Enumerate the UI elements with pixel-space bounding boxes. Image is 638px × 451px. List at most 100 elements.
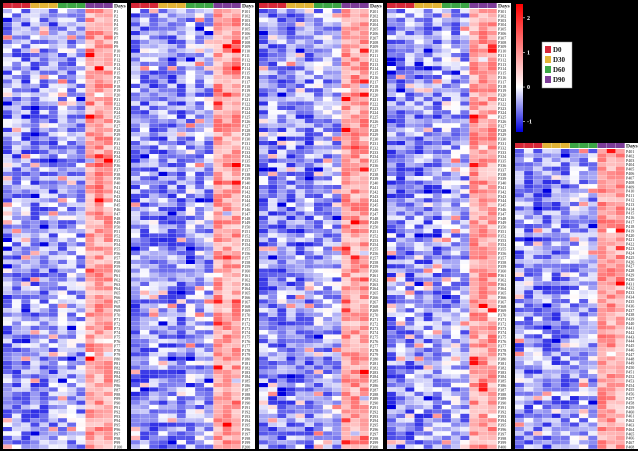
heatmap-cell <box>451 193 461 198</box>
heatmap-cell <box>76 70 86 75</box>
heatmap-cell <box>167 295 177 300</box>
heatmap-cell <box>231 207 241 212</box>
heatmap-cell <box>332 17 342 22</box>
heatmap-cell <box>469 171 479 176</box>
heatmap-cell <box>3 413 12 418</box>
heatmap-cell <box>58 220 67 225</box>
heatmap-cell <box>286 176 296 181</box>
heatmap-cell <box>341 264 351 269</box>
heatmap-cell <box>323 435 333 440</box>
row-label: P211 <box>370 53 378 58</box>
heatmap-cell <box>94 44 104 49</box>
row-label: P104 <box>242 22 250 27</box>
heatmap-cell <box>85 145 95 150</box>
heatmap-cell <box>21 365 31 370</box>
heatmap-cell <box>48 114 58 119</box>
heatmap-cell <box>85 26 95 31</box>
heatmap-cell <box>487 88 497 93</box>
heatmap-cell <box>204 431 214 436</box>
heatmap-cell <box>140 378 150 383</box>
heatmap-cell <box>478 17 488 22</box>
heatmap-cell <box>67 440 77 445</box>
heatmap-cell <box>451 237 461 242</box>
heatmap-cell <box>231 422 241 427</box>
heatmap-cell <box>304 39 314 44</box>
heatmap-cell <box>39 17 49 22</box>
heatmap-cell <box>442 347 451 352</box>
heatmap-cell <box>432 149 442 154</box>
heatmap-cell <box>176 299 186 304</box>
heatmap-cell <box>186 299 195 304</box>
heatmap-cell <box>432 83 442 88</box>
heatmap-cell <box>39 22 49 27</box>
row-label: P46 <box>114 207 120 212</box>
heatmap-cell <box>332 92 342 97</box>
heatmap-cell <box>231 176 241 181</box>
heatmap-cell <box>94 110 104 115</box>
heatmap-cell <box>12 149 22 154</box>
heatmap-cell <box>405 44 415 49</box>
heatmap-cell <box>186 39 195 44</box>
heatmap-cell <box>39 347 49 352</box>
heatmap-cell <box>3 158 12 163</box>
heatmap-cell <box>295 268 305 273</box>
heatmap-cell <box>478 224 488 229</box>
heatmap-cell <box>48 374 58 379</box>
heatmap-cell <box>94 431 104 436</box>
heatmap-cell <box>396 343 406 348</box>
row-label: P311 <box>498 53 506 58</box>
heatmap-cell <box>350 369 360 374</box>
heatmap-cell <box>12 246 22 251</box>
heatmap-cell <box>314 312 323 317</box>
heatmap-cell <box>323 356 333 361</box>
heatmap-cell <box>359 400 369 405</box>
heatmap-cell <box>140 361 150 366</box>
heatmap-cell <box>85 207 95 212</box>
heatmap-cell <box>387 114 396 119</box>
heatmap-cell <box>76 39 86 44</box>
heatmap-cell <box>186 259 195 264</box>
heatmap-cell <box>259 180 268 185</box>
heatmap-cell <box>277 105 287 110</box>
heatmap-cell <box>295 75 305 80</box>
heatmap-cell <box>149 246 159 251</box>
heatmap-cell <box>204 343 214 348</box>
heatmap-cell <box>167 246 177 251</box>
heatmap-cell <box>268 259 278 264</box>
row-label: P369 <box>498 308 506 313</box>
heatmap-cell <box>323 334 333 339</box>
heatmap-cell <box>158 39 168 44</box>
heatmap-cell <box>286 303 296 308</box>
heatmap-cell <box>195 132 205 137</box>
heatmap-cell <box>3 334 12 339</box>
heatmap-cell <box>76 13 86 18</box>
heatmap-cell <box>332 167 342 172</box>
row-label: P356 <box>498 251 506 256</box>
heatmap-cell <box>48 418 58 423</box>
heatmap-cell <box>323 286 333 291</box>
heatmap-cell <box>94 251 104 256</box>
heatmap-cell <box>167 31 177 36</box>
heatmap-cell <box>460 207 470 212</box>
heatmap-cell <box>432 136 442 141</box>
heatmap-cell <box>387 44 396 49</box>
heatmap-cell <box>76 259 86 264</box>
heatmap-cell <box>323 330 333 335</box>
heatmap-cell <box>85 17 95 22</box>
heatmap-cell <box>442 180 451 185</box>
heatmap-cell <box>231 413 241 418</box>
heatmap-cell <box>350 405 360 410</box>
heatmap-cell <box>259 101 268 106</box>
heatmap-cell <box>131 374 140 379</box>
heatmap-cell <box>469 356 479 361</box>
heatmap-cell <box>451 277 461 282</box>
heatmap-cell <box>176 163 186 168</box>
heatmap-cell <box>176 13 186 18</box>
heatmap-cell <box>487 180 497 185</box>
heatmap-cell <box>140 365 150 370</box>
heatmap-cell <box>405 281 415 286</box>
heatmap-cell <box>149 268 159 273</box>
heatmap-cell <box>268 167 278 172</box>
heatmap-cell <box>30 79 40 84</box>
heatmap-cell <box>167 39 177 44</box>
